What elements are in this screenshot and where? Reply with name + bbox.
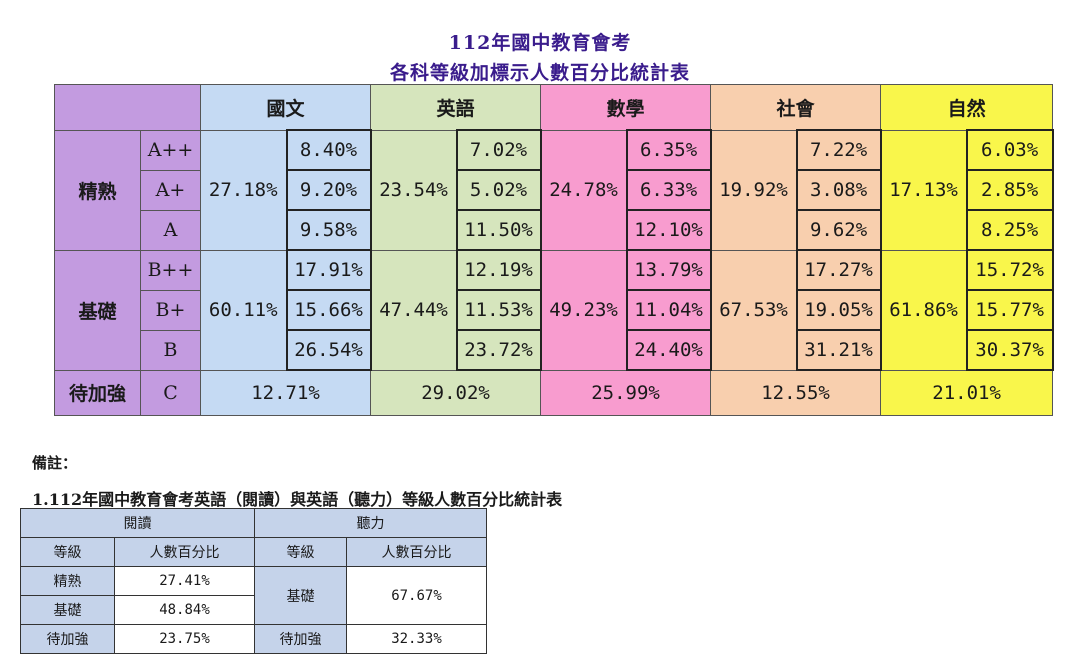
grade-statistics-table: 國文 英語 數學 社會 自然 精熟 A++ 27.18% 8.40% 23.54… <box>54 84 1054 416</box>
cell-value: 6.33% <box>625 169 712 211</box>
cell-value: 17.27% <box>795 249 882 291</box>
page-subtitle: 各科等級加標示人數百分比統計表 <box>389 62 690 84</box>
cell-value: 12.19% <box>455 249 542 291</box>
table-row: 待加強 23.75% 待加強 32.33% <box>20 624 487 654</box>
grade-label: B <box>140 329 201 371</box>
basic-total-math: 49.23% <box>540 249 628 371</box>
needs-improvement-english: 29.02% <box>370 369 542 416</box>
cell-value: 31.21% <box>795 329 882 371</box>
page-title: 112年國中教育會考 <box>448 32 632 54</box>
listening-grade: 待加強 <box>254 624 347 654</box>
cell-value: 19.05% <box>795 289 882 331</box>
cell-value: 26.54% <box>285 329 372 371</box>
listening-grade: 基礎 <box>254 566 347 625</box>
cell-value: 8.40% <box>285 129 372 171</box>
proficient-total-math: 24.78% <box>540 129 628 251</box>
cell-value: 9.62% <box>795 209 882 251</box>
note-label: 備註： <box>32 454 78 472</box>
proficient-total-english: 23.54% <box>370 129 458 251</box>
cell-value: 11.50% <box>455 209 542 251</box>
column-header: 人數百分比 <box>346 537 487 567</box>
listening-percent: 32.33% <box>346 624 487 654</box>
cell-value: 11.04% <box>625 289 712 331</box>
cell-value: 15.77% <box>965 289 1054 331</box>
cell-value: 24.40% <box>625 329 712 371</box>
table-row: 基礎 48.84% <box>20 595 487 625</box>
cell-value: 2.85% <box>965 169 1054 211</box>
group-label-proficient: 精熟 <box>54 129 141 251</box>
proficient-total-social: 19.92% <box>710 129 798 251</box>
needs-improvement-social: 12.55% <box>710 369 882 416</box>
cell-value: 12.10% <box>625 209 712 251</box>
reading-header: 閱讀 <box>20 508 255 538</box>
reading-grade: 待加強 <box>20 624 115 654</box>
table-row: 待加強 C 12.71% 29.02% 25.99% 12.55% 21.01% <box>54 369 1054 416</box>
english-breakdown-table: 閱讀 聽力 等級 人數百分比 等級 人數百分比 精熟 27.41% 基礎 67.… <box>20 508 487 654</box>
basic-total-social: 67.53% <box>710 249 798 371</box>
column-header: 人數百分比 <box>114 537 255 567</box>
cell-value: 8.25% <box>965 209 1054 251</box>
cell-value: 6.35% <box>625 129 712 171</box>
group-label-needs-improvement: 待加強 <box>54 369 141 416</box>
subject-header-english: 英語 <box>370 84 542 131</box>
table-row: 等級 人數百分比 等級 人數百分比 <box>20 537 487 567</box>
cell-value: 15.72% <box>965 249 1054 291</box>
grade-label: A+ <box>140 169 201 211</box>
cell-value: 5.02% <box>455 169 542 211</box>
table-row: 精熟 A++ 27.18% 8.40% 23.54% 7.02% 24.78% … <box>54 129 1054 251</box>
table-row: A 9.58% 11.50% 12.10% 9.62% 8.25% <box>55 209 1054 251</box>
header-row: 國文 英語 數學 社會 自然 <box>54 84 1054 131</box>
needs-improvement-math: 25.99% <box>540 369 712 416</box>
group-label-basic: 基礎 <box>54 249 141 371</box>
column-header: 等級 <box>20 537 115 567</box>
table-row: A+ 9.20% 5.02% 6.33% 3.08% 2.85% <box>55 169 1054 211</box>
needs-improvement-chinese: 12.71% <box>199 369 372 416</box>
english-table-title: 1.112年國中教育會考英語（閱讀）與英語（聽力）等級人數百分比統計表 <box>32 490 563 509</box>
cell-value: 15.66% <box>285 289 372 331</box>
subject-header-social: 社會 <box>710 84 882 131</box>
table-row: 閱讀 聽力 <box>20 508 487 538</box>
grade-label: B++ <box>140 249 201 291</box>
basic-total-science: 61.86% <box>880 249 968 371</box>
cell-value: 9.58% <box>285 209 372 251</box>
listening-percent: 67.67% <box>346 566 487 625</box>
subject-header-math: 數學 <box>540 84 712 131</box>
table-row: B 26.54% 23.72% 24.40% 31.21% 30.37% <box>55 329 1054 371</box>
basic-total-chinese: 60.11% <box>200 249 287 371</box>
cell-value: 9.20% <box>285 169 372 211</box>
listening-header: 聽力 <box>254 508 487 538</box>
header-blank <box>54 84 201 131</box>
column-header: 等級 <box>254 537 347 567</box>
subject-header-science: 自然 <box>880 84 1054 131</box>
grade-label: C <box>140 369 201 416</box>
cell-value: 6.03% <box>965 129 1054 171</box>
grade-label: B+ <box>140 289 201 331</box>
reading-grade: 精熟 <box>20 566 115 596</box>
cell-value: 11.53% <box>455 289 542 331</box>
reading-percent: 48.84% <box>114 595 255 625</box>
grade-label: A <box>140 209 201 251</box>
cell-value: 17.91% <box>285 249 372 291</box>
proficient-total-chinese: 27.18% <box>200 129 287 251</box>
reading-grade: 基礎 <box>20 595 115 625</box>
reading-percent: 23.75% <box>114 624 255 654</box>
table-row: 基礎 B++ 60.11% 17.91% 47.44% 12.19% 49.23… <box>54 249 1054 371</box>
cell-value: 30.37% <box>965 329 1054 371</box>
cell-value: 7.22% <box>795 129 882 171</box>
cell-value: 7.02% <box>455 129 542 171</box>
basic-total-english: 47.44% <box>370 249 458 371</box>
needs-improvement-science: 21.01% <box>880 369 1054 416</box>
reading-percent: 27.41% <box>114 566 255 596</box>
table-row: 精熟 27.41% 基礎 67.67% <box>20 566 487 625</box>
cell-value: 13.79% <box>625 249 712 291</box>
cell-value: 23.72% <box>455 329 542 371</box>
table-row: B+ 15.66% 11.53% 11.04% 19.05% 15.77% <box>55 289 1054 331</box>
subject-header-chinese: 國文 <box>199 84 372 131</box>
proficient-total-science: 17.13% <box>880 129 968 251</box>
cell-value: 3.08% <box>795 169 882 211</box>
grade-label: A++ <box>140 129 201 171</box>
